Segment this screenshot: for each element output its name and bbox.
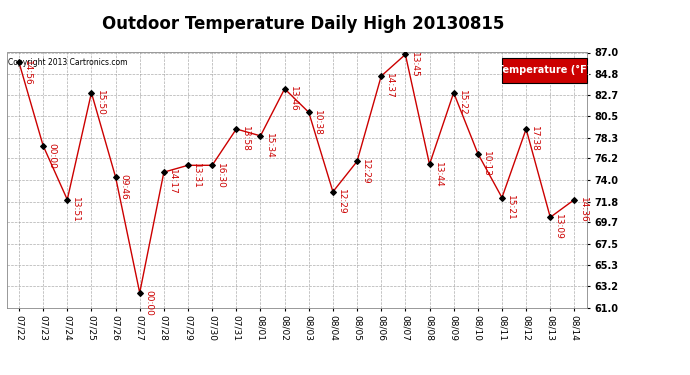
Point [400, 51, 411, 57]
Point [86, 90, 97, 96]
Text: 12:29: 12:29 [362, 159, 371, 184]
Text: 13:09: 13:09 [555, 214, 564, 240]
Text: 13:44: 13:44 [434, 162, 443, 187]
Text: 14:17: 14:17 [168, 170, 177, 195]
Point [520, 126, 531, 132]
Text: 14:37: 14:37 [386, 73, 395, 99]
Text: 15:21: 15:21 [506, 195, 515, 220]
Text: 17:38: 17:38 [531, 126, 540, 152]
Text: 13:31: 13:31 [193, 162, 201, 188]
Text: 14:56: 14:56 [23, 60, 32, 85]
Text: Temperature (°F): Temperature (°F) [497, 65, 591, 75]
Text: 10:13: 10:13 [482, 151, 491, 177]
Text: 15:22: 15:22 [458, 90, 467, 116]
Point [158, 169, 169, 175]
Point [448, 90, 460, 96]
Point [255, 133, 266, 139]
Text: 16:30: 16:30 [217, 162, 226, 188]
Point [303, 110, 314, 116]
Text: 13:51: 13:51 [72, 197, 81, 223]
Point [134, 290, 145, 296]
Text: 14:36: 14:36 [579, 197, 588, 223]
Text: 09:46: 09:46 [120, 174, 129, 200]
Point [279, 86, 290, 92]
Text: 13:58: 13:58 [241, 126, 250, 152]
Text: 13:46: 13:46 [289, 86, 298, 112]
Text: 13:45: 13:45 [410, 52, 419, 77]
Text: 12:29: 12:29 [337, 189, 346, 214]
Text: 00:00: 00:00 [144, 290, 153, 316]
Point [328, 189, 339, 195]
Point [110, 174, 121, 180]
Text: Outdoor Temperature Daily High 20130815: Outdoor Temperature Daily High 20130815 [102, 15, 505, 33]
Point [569, 196, 580, 202]
Text: 15:34: 15:34 [265, 133, 274, 159]
Point [37, 142, 48, 148]
Text: 15:50: 15:50 [96, 90, 105, 116]
Point [207, 162, 218, 168]
Point [472, 150, 483, 156]
Point [351, 158, 363, 164]
Point [545, 214, 556, 220]
FancyBboxPatch shape [502, 58, 586, 83]
Point [497, 195, 508, 201]
Text: 00:00: 00:00 [48, 143, 57, 169]
Text: Copyright 2013 Cartronics.com: Copyright 2013 Cartronics.com [8, 58, 128, 67]
Text: 10:38: 10:38 [313, 110, 322, 135]
Point [375, 73, 386, 79]
Point [62, 196, 73, 202]
Point [182, 162, 193, 168]
Point [14, 59, 25, 65]
Point [424, 161, 435, 167]
Point [230, 126, 241, 132]
